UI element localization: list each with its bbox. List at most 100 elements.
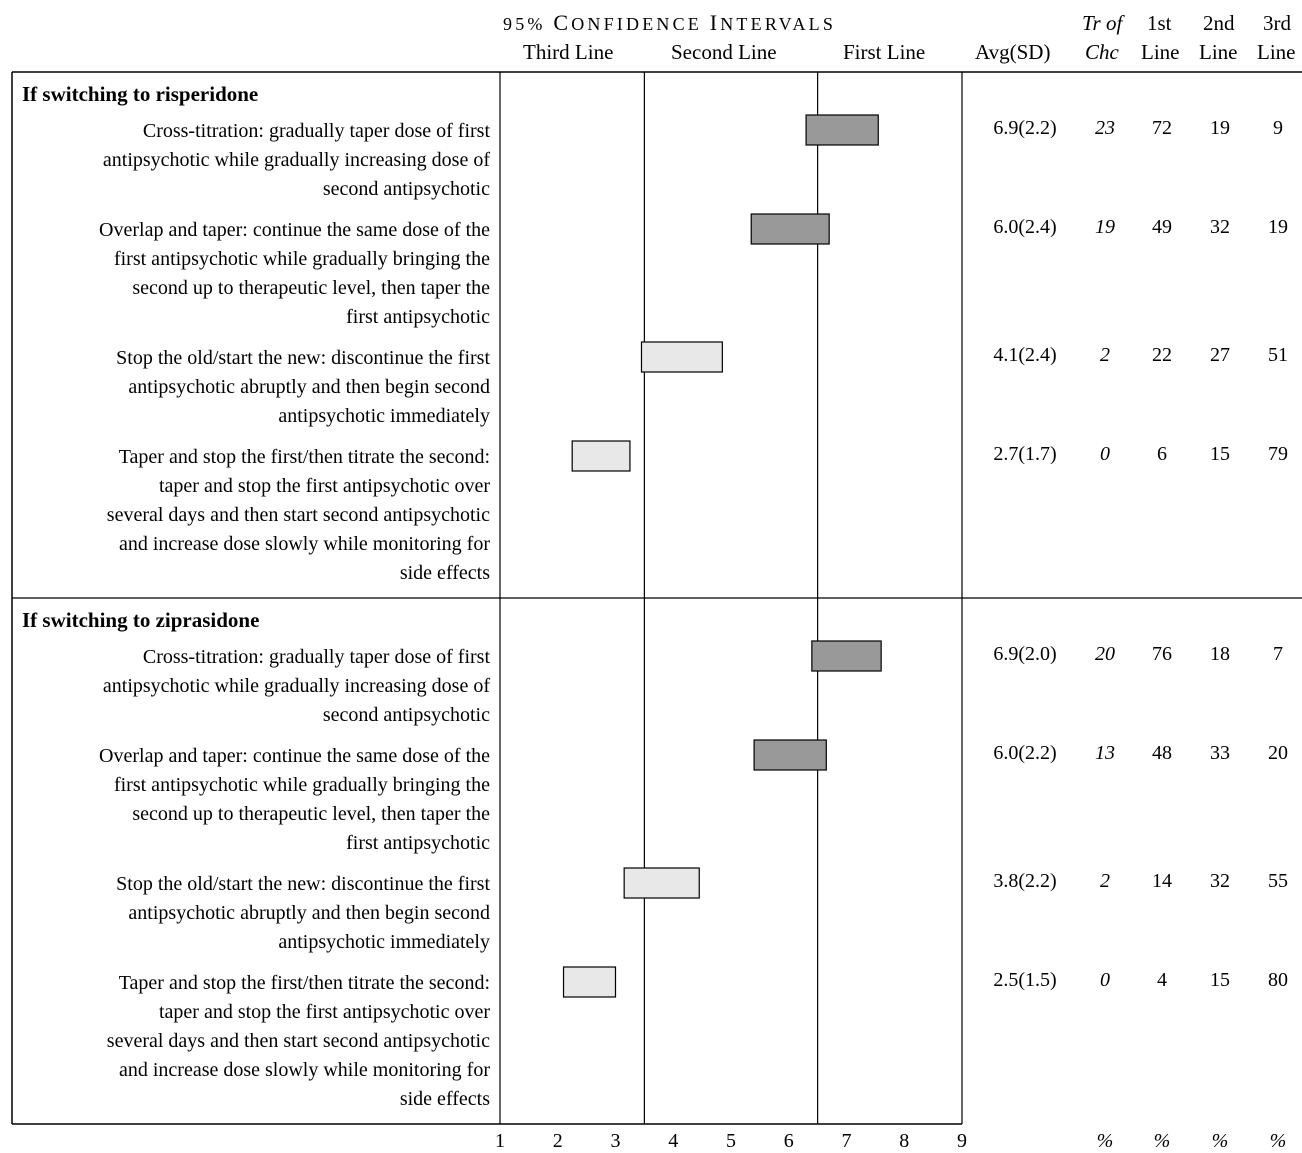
ci-title: 95% CONFIDENCE INTERVALS	[503, 10, 837, 35]
treatment-of-choice-value: 23	[1095, 117, 1115, 139]
col-second-header-top: 2nd	[1203, 11, 1235, 35]
third-line-pct: 55	[1268, 870, 1288, 892]
row-label-line: antipsychotic abruptly and then begin se…	[128, 376, 490, 398]
row-label-line: and increase dose slowly while monitorin…	[118, 533, 490, 555]
x-tick-label: 5	[726, 1130, 736, 1152]
x-tick-label: 2	[552, 1130, 563, 1152]
second-line-pct: 19	[1210, 117, 1230, 139]
third-line-pct: 20	[1268, 742, 1288, 764]
third-line-pct: 19	[1268, 216, 1288, 238]
avg-sd-value: 6.0(2.4)	[993, 216, 1057, 238]
percent-mark: %	[1096, 1130, 1114, 1152]
row-label: Taper and stop the first/then titrate th…	[18, 443, 490, 588]
avg-sd-value: 2.5(1.5)	[993, 969, 1057, 991]
row-label-line: Stop the old/start the new: discontinue …	[116, 873, 490, 895]
row-label-line: taper and stop the first antipsychotic o…	[158, 1001, 490, 1023]
ci-bar	[811, 640, 882, 672]
row-label-line: taper and stop the first antipsychotic o…	[158, 475, 490, 497]
second-line-pct: 15	[1210, 443, 1230, 465]
ci-bar	[750, 213, 830, 245]
third-line-pct: 7	[1273, 643, 1283, 665]
row-label-line: Overlap and taper: continue the same dos…	[99, 745, 490, 767]
row-label: Cross-titration: gradually taper dose of…	[18, 117, 490, 204]
first-line-pct: 22	[1152, 344, 1172, 366]
col-second-header-bottom: Line	[1199, 40, 1238, 64]
ci-bar	[640, 341, 723, 373]
ci-bar	[623, 867, 700, 899]
ci-bar	[753, 739, 827, 771]
row-label-line: several days and then start second antip…	[106, 504, 490, 526]
row-label-line: side effects	[399, 562, 490, 584]
row-label-line: antipsychotic while gradually increasing…	[102, 675, 490, 697]
third-line-pct: 80	[1268, 969, 1288, 991]
first-line-pct: 49	[1152, 216, 1172, 238]
row-label-line: second up to therapeutic level, then tap…	[132, 277, 490, 299]
treatment-of-choice-value: 13	[1095, 742, 1115, 764]
second-line-pct: 33	[1210, 742, 1230, 764]
row-label-line: second antipsychotic	[322, 178, 490, 200]
treatment-of-choice-value: 0	[1100, 443, 1110, 465]
first-line-pct: 72	[1152, 117, 1172, 139]
treatment-of-choice-value: 19	[1095, 216, 1115, 238]
avg-sd-value: 6.9(2.2)	[993, 117, 1057, 139]
second-line-pct: 32	[1210, 216, 1230, 238]
ci-label-first: First Line	[843, 40, 926, 64]
x-tick-label: 7	[841, 1130, 852, 1152]
row-label-line: antipsychotic immediately	[278, 405, 490, 427]
row-label-line: first antipsychotic	[346, 306, 490, 328]
section-title: If switching to risperidone	[22, 82, 259, 106]
row-label-line: antipsychotic immediately	[278, 931, 490, 953]
section-title: If switching to ziprasidone	[22, 608, 260, 632]
col-first-header-top: 1st	[1147, 11, 1172, 35]
col-third-header-top: 3rd	[1263, 11, 1291, 35]
third-line-pct: 51	[1268, 344, 1288, 366]
row-label-line: second antipsychotic	[322, 704, 490, 726]
row-label-line: Cross-titration: gradually taper dose of…	[142, 646, 490, 668]
row-label-line: second up to therapeutic level, then tap…	[132, 803, 490, 825]
first-line-pct: 6	[1157, 443, 1167, 465]
col-avg-header: Avg(SD)	[975, 40, 1051, 64]
row-label-line: antipsychotic while gradually increasing…	[102, 149, 490, 171]
first-line-pct: 76	[1152, 643, 1172, 665]
x-tick-label: 1	[495, 1130, 505, 1152]
col-first-header-bottom: Line	[1141, 40, 1180, 64]
row-label-line: first antipsychotic while gradually brin…	[113, 774, 490, 796]
row-label-line: several days and then start second antip…	[106, 1030, 490, 1052]
avg-sd-value: 4.1(2.4)	[993, 344, 1057, 366]
second-line-pct: 18	[1210, 643, 1230, 665]
row-label-line: first antipsychotic while gradually brin…	[113, 248, 490, 270]
row-label-line: side effects	[399, 1088, 490, 1110]
row-label-line: Taper and stop the first/then titrate th…	[118, 446, 490, 468]
percent-mark: %	[1153, 1130, 1171, 1152]
ci-bar	[571, 440, 631, 472]
col-tr-header-top: Tr of	[1082, 11, 1123, 35]
row-label-line: Overlap and taper: continue the same dos…	[99, 219, 490, 241]
ci-label-third: Third Line	[523, 40, 614, 64]
treatment-of-choice-value: 20	[1095, 643, 1115, 665]
ci-bar	[805, 114, 879, 146]
avg-sd-value: 6.0(2.2)	[993, 742, 1057, 764]
third-line-pct: 79	[1268, 443, 1288, 465]
first-line-pct: 14	[1152, 870, 1172, 892]
x-tick-label: 3	[610, 1130, 621, 1152]
ci-bar	[562, 966, 617, 998]
row-label: Overlap and taper: continue the same dos…	[18, 216, 490, 332]
row-label: Overlap and taper: continue the same dos…	[18, 742, 490, 858]
row-label: Cross-titration: gradually taper dose of…	[18, 643, 490, 730]
avg-sd-value: 3.8(2.2)	[993, 870, 1057, 892]
third-line-pct: 9	[1273, 117, 1283, 139]
col-third-header-bottom: Line	[1257, 40, 1296, 64]
row-label: Taper and stop the first/then titrate th…	[18, 969, 490, 1114]
row-label-line: Stop the old/start the new: discontinue …	[116, 347, 490, 369]
row-label-line: first antipsychotic	[346, 832, 490, 854]
second-line-pct: 32	[1210, 870, 1230, 892]
second-line-pct: 15	[1210, 969, 1230, 991]
first-line-pct: 48	[1152, 742, 1172, 764]
row-label: Stop the old/start the new: discontinue …	[18, 870, 490, 957]
x-tick-label: 6	[783, 1130, 794, 1152]
first-line-pct: 4	[1157, 969, 1167, 991]
second-line-pct: 27	[1210, 344, 1230, 366]
treatment-of-choice-value: 0	[1100, 969, 1110, 991]
row-label-line: Cross-titration: gradually taper dose of…	[142, 120, 490, 142]
